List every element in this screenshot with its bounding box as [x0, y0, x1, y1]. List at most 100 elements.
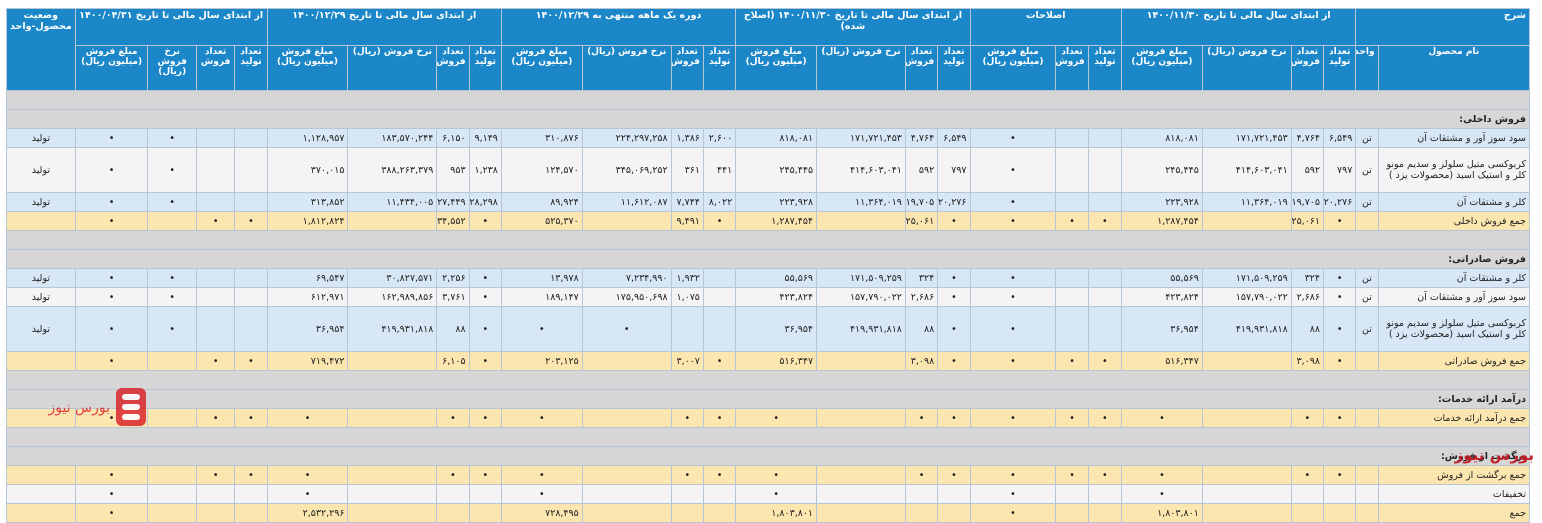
header-production-qty: تعداد تولید — [702, 45, 737, 91]
value-cell: ۳۲۴ — [1290, 268, 1325, 288]
status-cell: تولید — [6, 287, 76, 307]
value-cell: ۸۸ — [904, 306, 939, 352]
value-cell — [670, 306, 704, 352]
value-cell: • — [1121, 484, 1203, 504]
status-cell — [6, 465, 76, 485]
value-cell — [147, 484, 197, 504]
header-sales-qty: تعداد فروش — [670, 45, 704, 91]
product-name: کربوکسی متیل سلولز و سدیم مونو کلر و است… — [1377, 147, 1531, 193]
value-cell — [581, 503, 672, 523]
value-cell: • — [937, 306, 971, 352]
header-product-name: نام محصول — [1377, 45, 1531, 91]
unit-cell: تن — [1355, 306, 1379, 352]
value-cell: • — [969, 211, 1057, 231]
product-name: جمع برگشت از فروش — [1377, 465, 1531, 485]
table-row: جمع برگشت از فروش • • • • • • • • • • • • • • • • • • — [6, 465, 1531, 485]
value-cell: ۱,۹۳۲ — [670, 268, 704, 288]
section-row: فروش داخلی: — [6, 109, 1530, 129]
value-cell — [1323, 484, 1357, 504]
value-cell: ۳۴,۵۵۲ — [436, 211, 470, 231]
table-row: جمع فروش داخلی • ۲۵,۰۶۱ ۱,۲۸۷,۴۵۴ • • • • ۲۵,۰۶۱… — [6, 211, 1531, 231]
value-cell: ۶,۱۵۰ — [436, 128, 470, 148]
value-cell: ۵۹۲ — [904, 147, 939, 193]
value-cell: • — [1323, 268, 1357, 288]
value-cell: ۱,۱۲۸,۹۵۷ — [266, 128, 349, 148]
value-cell: ۲۸,۲۹۸ — [468, 192, 502, 212]
value-cell: • — [468, 287, 502, 307]
value-cell: • — [1323, 211, 1357, 231]
value-cell: ۱۱,۳۶۴,۰۱۹ — [816, 192, 906, 212]
value-cell: • — [1087, 465, 1123, 485]
value-cell: • — [468, 465, 502, 485]
value-cell — [1087, 287, 1123, 307]
header-sales-amount: مبلغ فروش (میلیون ریال) — [1121, 45, 1203, 91]
header-production-qty: تعداد تولید — [234, 45, 268, 91]
value-cell — [816, 484, 906, 504]
value-cell: ۲۴۵,۴۴۵ — [1121, 147, 1203, 193]
value-cell: • — [670, 408, 704, 428]
value-cell: • — [1121, 465, 1203, 485]
value-cell — [195, 306, 236, 352]
status-cell: تولید — [6, 192, 76, 212]
value-cell: ۲,۵۳۲,۲۹۶ — [266, 503, 349, 523]
value-cell: • — [147, 128, 197, 148]
value-cell: ۱۱,۳۶۴,۰۱۹ — [1201, 192, 1292, 212]
value-cell: • — [74, 351, 149, 371]
value-cell: ۸۸ — [1290, 306, 1325, 352]
value-cell: ۲۰,۲۷۶ — [1323, 192, 1357, 212]
value-cell — [1087, 128, 1123, 148]
value-cell: • — [1323, 306, 1357, 352]
value-cell: ۱۸۳,۵۷۰,۲۴۴ — [347, 128, 438, 148]
header-sales-qty: تعداد فروش — [904, 45, 939, 91]
value-cell: ۱,۳۸۶ — [670, 128, 704, 148]
value-cell: • — [234, 351, 268, 371]
value-cell — [1323, 503, 1357, 523]
value-cell: • — [1323, 408, 1357, 428]
value-cell — [1201, 408, 1292, 428]
value-cell: • — [147, 268, 197, 288]
value-cell: • — [969, 268, 1057, 288]
value-cell — [581, 465, 672, 485]
value-cell: • — [735, 408, 818, 428]
value-cell: • — [1323, 351, 1357, 371]
product-name: جمع درآمد ارائه خدمات — [1377, 408, 1531, 428]
status-cell: تولید — [6, 128, 76, 148]
value-cell — [702, 484, 737, 504]
section-row: فروش صادراتی: — [6, 249, 1530, 269]
value-cell: • — [969, 503, 1057, 523]
value-cell — [702, 287, 737, 307]
value-cell: • — [147, 147, 197, 193]
value-cell — [1201, 465, 1292, 485]
header-sales-qty: تعداد فروش — [436, 45, 470, 91]
value-cell: • — [1323, 287, 1357, 307]
value-cell — [1087, 306, 1123, 352]
header-sales-rate: نرخ فروش (ریال) — [816, 45, 906, 91]
value-cell: • — [468, 306, 502, 352]
value-cell — [581, 211, 672, 231]
value-cell — [234, 147, 268, 193]
value-cell: • — [702, 408, 737, 428]
value-cell: ۳,۰۹۸ — [904, 351, 939, 371]
header-sales-amount: مبلغ فروش (میلیون ریال) — [500, 45, 583, 91]
header-sales-rate: نرخ فروش (ریال) — [147, 45, 197, 91]
section-title: فروش صادراتی: — [6, 249, 1530, 269]
value-cell — [1055, 503, 1089, 523]
value-cell: • — [670, 465, 704, 485]
product-name: سود سوز آور و مشتقات آن — [1377, 128, 1531, 148]
table-row: کربوکسی متیل سلولز و سدیم مونو کلر و است… — [6, 147, 1531, 193]
value-cell: • — [74, 465, 149, 485]
value-cell — [581, 484, 672, 504]
value-cell — [195, 268, 236, 288]
value-cell: • — [937, 465, 971, 485]
value-cell: • — [702, 351, 737, 371]
header-unit: واحد — [1355, 45, 1379, 91]
value-cell: ۱,۲۳۸ — [468, 147, 502, 193]
value-cell: ۱۹,۷۰۵ — [904, 192, 939, 212]
value-cell: ۱۸۹,۱۴۷ — [500, 287, 583, 307]
value-cell — [904, 484, 939, 504]
value-cell: ۳۶,۹۵۴ — [266, 306, 349, 352]
table-row: کلر و مشتقات آن تن ۲۰,۲۷۶ ۱۹,۷۰۵ ۱۱,۳۶۴,۰۱۹ ۲… — [6, 192, 1531, 212]
status-cell: تولید — [6, 147, 76, 193]
value-cell: ۲۰,۲۷۶ — [937, 192, 971, 212]
value-cell: ۱۶۲,۹۸۹,۸۵۶ — [347, 287, 438, 307]
